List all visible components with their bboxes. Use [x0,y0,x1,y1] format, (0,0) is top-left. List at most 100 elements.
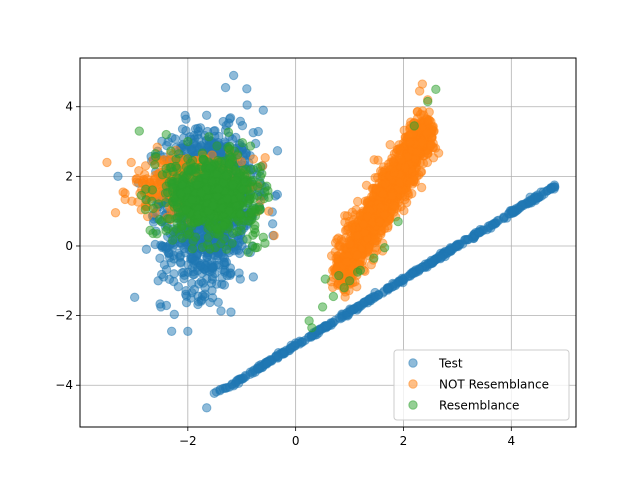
data-point [126,157,136,168]
data-point [272,146,283,156]
legend-marker [408,379,418,389]
data-point [380,178,390,189]
data-point [235,209,246,220]
data-point [204,132,214,142]
data-point [161,226,171,236]
data-point [264,206,274,216]
data-point [242,169,252,180]
data-point [247,241,258,251]
data-point [192,180,202,190]
data-point [140,161,151,171]
data-point [279,347,289,357]
data-point [187,278,197,289]
data-point [525,192,535,202]
y-tick-label: 0 [65,239,73,253]
data-point [339,283,349,293]
data-point [267,219,278,229]
data-point [153,199,164,209]
data-point [222,194,233,204]
data-point [196,188,206,199]
data-point [389,168,399,178]
data-point [252,182,263,192]
data-point [226,307,236,317]
data-point [373,155,383,165]
data-point [200,170,210,180]
data-point [183,165,193,175]
data-point [212,141,222,151]
data-point [237,138,248,148]
data-point [343,224,353,234]
data-point [258,105,268,115]
data-point [206,278,217,288]
data-point [212,223,222,234]
data-point [334,313,344,323]
data-point [369,253,379,263]
x-tick-label: 4 [507,434,515,448]
data-point [405,137,415,148]
data-point [224,144,235,154]
data-point [173,281,184,292]
data-point [248,154,259,164]
data-point [400,162,410,173]
x-tick-label: −2 [179,434,197,448]
data-point [393,277,403,287]
data-point [118,187,128,197]
data-point [237,373,248,383]
legend-marker [408,358,418,368]
data-point [208,201,218,211]
y-tick-label: −2 [55,309,73,323]
data-point [243,247,253,257]
data-point [202,403,212,413]
data-point [405,177,416,188]
data-point [246,205,257,216]
data-point [416,167,426,177]
data-point [382,283,392,294]
legend-label: NOT Resemblance [439,378,549,392]
data-point [169,309,180,320]
data-point [331,253,341,263]
data-point [409,121,419,131]
legend-box [393,349,570,421]
data-point [346,305,356,315]
data-point [242,84,252,94]
data-point [113,171,123,182]
data-point [221,244,232,254]
data-point [463,234,473,245]
data-point [224,159,235,169]
data-point [362,211,372,222]
data-point [358,219,369,229]
data-point [536,187,546,197]
data-point [423,96,433,107]
x-tick-label: 0 [292,434,300,448]
data-point [172,163,182,174]
data-point [216,306,226,316]
data-point [197,148,208,158]
data-point [193,296,204,307]
data-point [237,120,248,131]
series-not-resemblance [102,79,444,302]
data-point [249,224,260,234]
data-point [307,323,317,333]
data-point [219,280,230,290]
data-point [245,369,255,380]
data-point [110,208,121,218]
data-point [220,170,231,181]
legend-label: Test [438,357,463,371]
data-point [408,128,418,139]
data-point [242,234,252,244]
data-point [328,291,339,302]
data-point [140,204,151,215]
data-point [200,283,210,293]
plot-frame-rect [79,57,577,428]
data-point [245,216,255,226]
data-point [176,188,186,199]
data-point [378,189,388,199]
data-point [129,292,140,303]
data-point [180,110,190,121]
data-point [188,267,198,277]
data-point [150,149,161,159]
data-point [486,223,496,233]
data-point [401,197,412,208]
data-point [141,195,151,205]
data-point [252,163,263,173]
